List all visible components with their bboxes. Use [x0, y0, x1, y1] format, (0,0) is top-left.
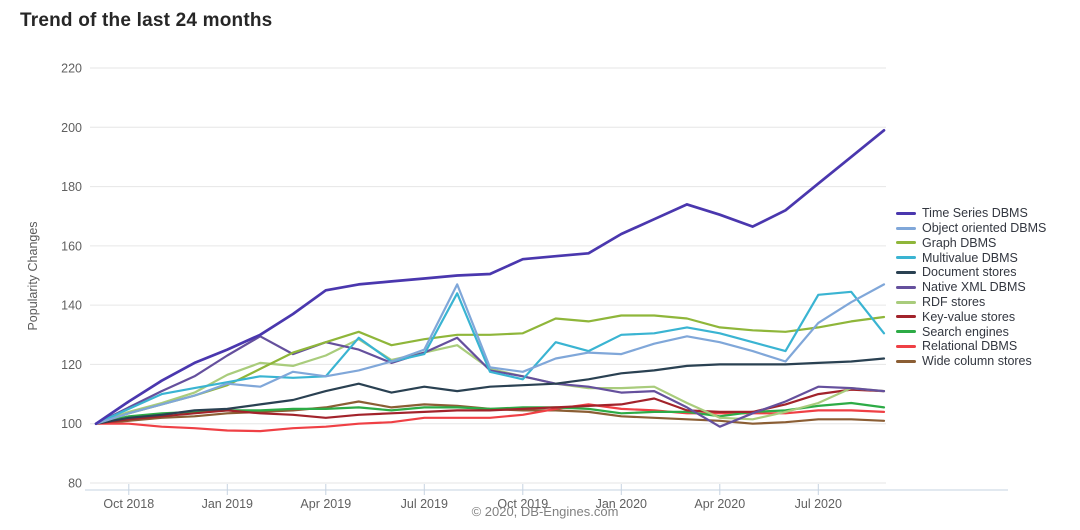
- x-tick-label: Jul 2019: [401, 497, 448, 511]
- legend-label: Multivalue DBMS: [922, 250, 1018, 265]
- series-line-key-value-stores: [94, 388, 886, 425]
- series-line-document-stores: [94, 357, 886, 425]
- legend-swatch-icon: [896, 256, 916, 260]
- x-tick-label: Apr 2020: [694, 497, 745, 511]
- legend-item-graph-dbms[interactable]: Graph DBMS: [896, 236, 1046, 251]
- x-tick-label: Apr 2019: [300, 497, 351, 511]
- y-tick-label: 100: [61, 417, 82, 431]
- x-tick-label: Oct 2019: [497, 497, 548, 511]
- legend-label: Native XML DBMS: [922, 280, 1026, 295]
- legend-item-search-engines[interactable]: Search engines: [896, 324, 1046, 339]
- legend-swatch-icon: [896, 359, 916, 363]
- copyright-text: © 2020, DB-Engines.com: [472, 504, 619, 519]
- legend: Time Series DBMS Object oriented DBMS Grap…: [896, 206, 1046, 369]
- legend-label: Document stores: [922, 265, 1017, 280]
- legend-item-time-series-dbms[interactable]: Time Series DBMS: [896, 206, 1046, 221]
- legend-swatch-icon: [896, 345, 916, 349]
- legend-label: Relational DBMS: [922, 339, 1018, 354]
- y-tick-label: 80: [68, 477, 82, 491]
- y-tick-label: 160: [61, 239, 82, 253]
- legend-item-relational-dbms[interactable]: Relational DBMS: [896, 339, 1046, 354]
- y-tick-label: 220: [61, 62, 82, 76]
- chart-generated-content: 80 100 120 140 160 180 200 220 Oct 2018 Jan 2019 A…: [61, 62, 1008, 511]
- legend-item-object-oriented-dbms[interactable]: Object oriented DBMS: [896, 221, 1046, 236]
- y-tick-label: 120: [61, 358, 82, 372]
- legend-label: Object oriented DBMS: [922, 220, 1047, 235]
- legend-label: Key-value stores: [922, 309, 1016, 324]
- legend-swatch-icon: [896, 330, 916, 334]
- series-line-object-oriented-dbms: [94, 283, 886, 425]
- x-tick-label: Oct 2018: [103, 497, 154, 511]
- legend-label: Search engines: [922, 324, 1009, 339]
- legend-swatch-icon: [896, 300, 916, 304]
- legend-swatch-icon: [896, 271, 916, 275]
- y-axis-title: Popularity Changes: [26, 221, 40, 330]
- legend-item-native-xml-dbms[interactable]: Native XML DBMS: [896, 280, 1046, 295]
- series-line-time-series-dbms: [94, 128, 886, 426]
- legend-label: Wide column stores: [922, 354, 1032, 369]
- x-tick-label: Jan 2020: [596, 497, 647, 511]
- legend-item-document-stores[interactable]: Document stores: [896, 265, 1046, 280]
- legend-swatch-icon: [896, 315, 916, 319]
- series-line-multivalue-dbms: [94, 290, 886, 425]
- page-title: Trend of the last 24 months: [20, 10, 273, 31]
- legend-label: RDF stores: [922, 294, 986, 309]
- legend-swatch-icon: [896, 211, 916, 215]
- y-tick-label: 200: [61, 121, 82, 135]
- legend-swatch-icon: [896, 285, 916, 289]
- legend-item-rdf-stores[interactable]: RDF stores: [896, 295, 1046, 310]
- x-tick-label: Jan 2019: [202, 497, 253, 511]
- legend-item-wide-column-stores[interactable]: Wide column stores: [896, 354, 1046, 369]
- legend-label: Graph DBMS: [922, 235, 997, 250]
- legend-swatch-icon: [896, 226, 916, 230]
- y-tick-label: 180: [61, 180, 82, 194]
- series-line-graph-dbms: [94, 314, 886, 425]
- legend-label: Time Series DBMS: [922, 206, 1028, 221]
- legend-item-multivalue-dbms[interactable]: Multivalue DBMS: [896, 250, 1046, 265]
- legend-swatch-icon: [896, 241, 916, 245]
- y-tick-label: 140: [61, 299, 82, 313]
- x-tick-label: Jul 2020: [795, 497, 842, 511]
- legend-item-key-value-stores[interactable]: Key-value stores: [896, 310, 1046, 325]
